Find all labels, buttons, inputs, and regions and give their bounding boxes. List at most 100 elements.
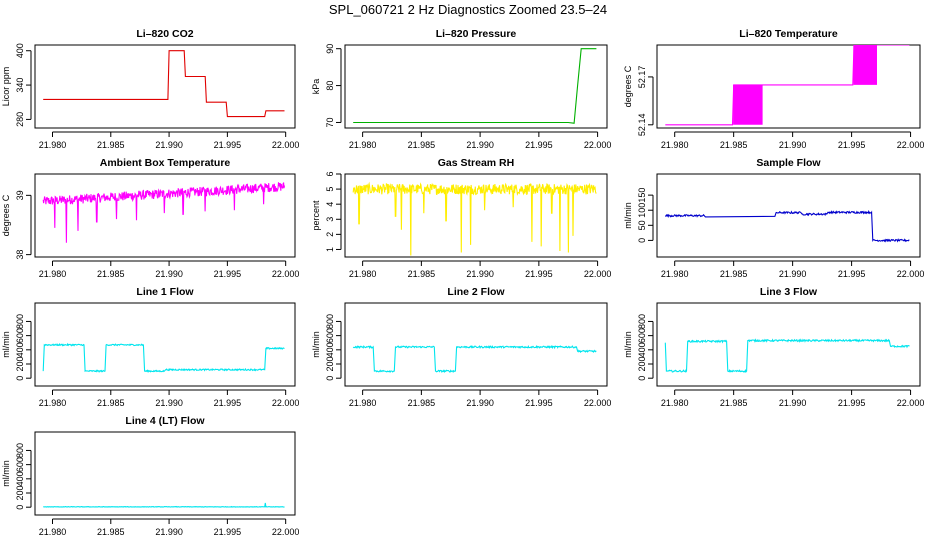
x-tick-label: 21.980 <box>661 140 689 150</box>
chart-panel-6: Sample Flow ml/min 21.980 21.985 21.990 21.99… <box>623 157 924 279</box>
y-tick-label: 600 <box>637 328 647 343</box>
series-group <box>664 209 910 243</box>
panel-title: Li–820 Pressure <box>436 28 517 40</box>
plot-frame <box>344 302 608 387</box>
y-tick-label: 50 <box>637 220 647 230</box>
plot-frame <box>34 173 296 258</box>
y-tick-label: 800 <box>15 443 25 458</box>
series-group <box>42 182 286 243</box>
y-tick-label: 600 <box>325 328 335 343</box>
x-tick-label: 21.985 <box>97 398 125 408</box>
chart-panel-8: Line 2 Flow ml/min 21.980 21.985 21.990 21.99… <box>311 286 611 408</box>
x-tick-label: 21.985 <box>408 140 436 150</box>
panel-title: Gas Stream RH <box>438 157 514 169</box>
panel-title: Line 1 Flow <box>136 286 194 298</box>
y-axis-label: ml/min <box>1 331 11 358</box>
series-line <box>42 342 285 374</box>
y-tick-label: 3 <box>325 217 335 222</box>
x-tick-label: 21.985 <box>408 269 436 279</box>
x-tick-label: 22.000 <box>897 140 925 150</box>
plot-frame <box>656 302 921 387</box>
y-axis-label: percent <box>311 200 321 231</box>
x-tick-label: 21.980 <box>39 398 67 408</box>
x-tick-label: 21.990 <box>779 269 807 279</box>
x-tick-label: 22.000 <box>272 140 300 150</box>
y-tick-label: 150 <box>637 188 647 203</box>
y-tick-label: 400 <box>637 342 647 357</box>
x-tick-label: 21.980 <box>349 269 377 279</box>
x-tick-label: 21.985 <box>720 140 748 150</box>
y-axis-label: degrees C <box>623 65 633 107</box>
y-tick-label: 0 <box>325 376 335 381</box>
y-axis-label: ml/min <box>623 331 633 358</box>
panel-title: Line 4 (LT) Flow <box>125 415 205 427</box>
y-axis-label: ml/min <box>1 460 11 487</box>
x-tick-label: 21.995 <box>214 269 242 279</box>
y-tick-label: 70 <box>325 117 335 127</box>
y-tick-label: 400 <box>15 471 25 486</box>
noise-band <box>853 45 877 85</box>
series-line <box>43 50 285 118</box>
y-tick-label: 200 <box>15 356 25 371</box>
x-tick-label: 21.995 <box>214 527 242 537</box>
y-tick-label: 52.14 <box>637 114 647 137</box>
y-tick-label: 52.17 <box>637 66 647 89</box>
x-tick-label: 22.000 <box>897 269 925 279</box>
chart-panel-1: Li–820 CO2 Licor ppm 21.980 21.985 21.990 21.… <box>1 28 299 150</box>
chart-panel-7: Line 1 Flow ml/min 21.980 21.985 21.990 21.99… <box>1 286 299 408</box>
chart-panel-4: Ambient Box Temperature degrees C 21.980 21… <box>1 157 299 279</box>
y-tick-label: 80 <box>325 81 335 91</box>
x-tick-label: 21.990 <box>466 140 494 150</box>
plot-frame <box>656 44 921 129</box>
plot-frame <box>34 44 296 129</box>
plot-frame <box>656 173 921 258</box>
series-group <box>42 342 285 374</box>
noise-band <box>733 84 763 125</box>
y-tick-label: 600 <box>15 457 25 472</box>
x-tick-label: 21.990 <box>466 398 494 408</box>
plot-frame <box>344 173 608 258</box>
x-tick-label: 21.990 <box>155 269 183 279</box>
panel-title: Li–820 Temperature <box>739 28 838 40</box>
y-tick-label: 0 <box>637 376 647 381</box>
chart-panel-3: Li–820 Temperature degrees C 21.980 21.985 2… <box>623 28 924 150</box>
x-tick-label: 21.995 <box>525 398 553 408</box>
x-tick-label: 21.980 <box>39 527 67 537</box>
y-axis-label: kPa <box>311 79 321 95</box>
x-tick-label: 22.000 <box>584 140 612 150</box>
x-tick-label: 21.995 <box>525 269 553 279</box>
series-group <box>43 50 285 118</box>
y-tick-label: 100 <box>637 203 647 218</box>
series-group <box>43 502 285 508</box>
x-tick-label: 22.000 <box>584 398 612 408</box>
y-tick-label: 4 <box>325 202 335 207</box>
plot-frame <box>34 431 296 516</box>
y-tick-label: 400 <box>325 342 335 357</box>
x-tick-label: 21.980 <box>39 140 67 150</box>
y-tick-label: 0 <box>637 238 647 243</box>
panel-title: Li–820 CO2 <box>136 28 193 40</box>
x-tick-label: 21.995 <box>214 398 242 408</box>
panel-title: Line 2 Flow <box>447 286 505 298</box>
series-line <box>664 209 910 243</box>
x-tick-label: 21.990 <box>779 140 807 150</box>
y-tick-label: 0 <box>15 376 25 381</box>
y-tick-label: 38 <box>15 250 25 260</box>
series-group <box>352 344 597 374</box>
x-tick-label: 21.985 <box>720 398 748 408</box>
plot-frame <box>34 302 296 387</box>
y-axis-label: ml/min <box>623 202 633 229</box>
series-line <box>353 48 597 124</box>
x-tick-label: 21.990 <box>155 398 183 408</box>
y-tick-label: 600 <box>15 328 25 343</box>
x-tick-label: 22.000 <box>897 398 925 408</box>
panel-title: Ambient Box Temperature <box>100 157 231 169</box>
y-tick-label: 280 <box>15 112 25 127</box>
x-tick-label: 22.000 <box>584 269 612 279</box>
y-tick-label: 2 <box>325 232 335 237</box>
panel-title: Sample Flow <box>756 157 821 169</box>
y-tick-label: 5 <box>325 187 335 192</box>
